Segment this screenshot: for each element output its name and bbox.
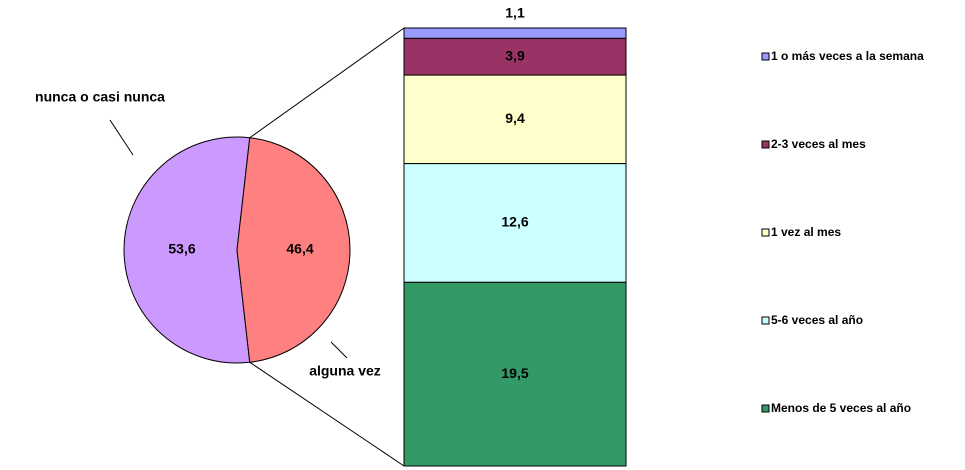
legend-swatch bbox=[761, 404, 770, 413]
pie-category-label: nunca o casi nunca bbox=[35, 89, 165, 105]
bar-segment bbox=[403, 37, 627, 76]
legend-swatch bbox=[761, 140, 770, 149]
legend-label: 2-3 veces al mes bbox=[771, 137, 866, 151]
pie-category-label: alguna vez bbox=[309, 363, 381, 379]
bar-segment bbox=[403, 74, 627, 165]
leader-line bbox=[330, 341, 348, 359]
pie-slice bbox=[236, 137, 351, 363]
pie-slice bbox=[123, 136, 251, 364]
legend-swatch bbox=[761, 316, 770, 325]
bar-segment bbox=[403, 27, 627, 39]
legend-label: 5-6 veces al año bbox=[771, 313, 863, 327]
legend-label: Menos de 5 veces al año bbox=[771, 401, 911, 415]
legend-swatch bbox=[761, 52, 770, 61]
bar-value-label: 9,4 bbox=[505, 110, 525, 126]
bar-value-label: 1,1 bbox=[505, 5, 525, 21]
bar-segment bbox=[403, 163, 627, 283]
leader-line bbox=[109, 119, 134, 156]
bar-value-label: 19,5 bbox=[501, 365, 528, 381]
pie-value-label: 46,4 bbox=[286, 241, 313, 257]
pie-value-label: 53,6 bbox=[168, 241, 195, 257]
connector-line bbox=[249, 361, 405, 467]
bar-segment bbox=[403, 281, 627, 467]
bar-value-label: 3,9 bbox=[505, 47, 525, 63]
legend-swatch bbox=[761, 228, 770, 237]
connector-line bbox=[249, 27, 405, 139]
bar-value-label: 12,6 bbox=[501, 214, 528, 230]
legend-label: 1 o más veces a la semana bbox=[771, 49, 924, 63]
legend-label: 1 vez al mes bbox=[771, 225, 841, 239]
